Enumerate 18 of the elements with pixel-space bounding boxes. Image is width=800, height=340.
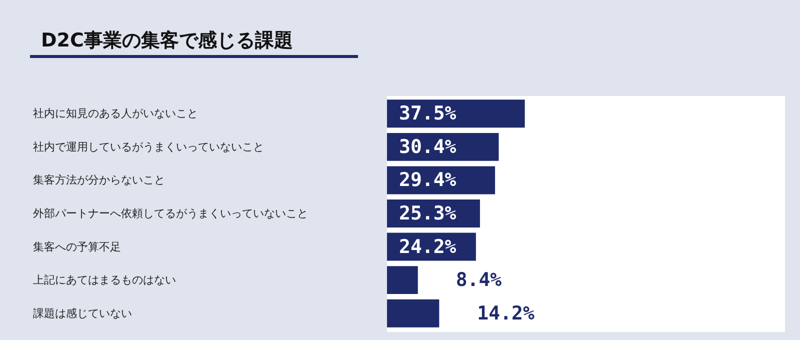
y-tick-label: 集客への予算不足 [33,240,121,254]
data-label: 30.4% [399,136,457,158]
data-label: 24.2% [399,236,457,258]
bar [387,299,440,328]
text: D2C事業の集客で感じる課題 [41,30,293,52]
data-label: 37.5% [399,102,457,125]
y-tick-label: 課題は感じていない [33,306,132,320]
y-tick-label: 集客方法が分からないこと [33,174,165,187]
bar [387,266,418,294]
data-label: 14.2% [477,302,535,324]
data-label: 25.3% [399,202,457,224]
y-tick-label: 社内に知見のある人がいないこと [33,107,198,120]
y-tick-label: 上記にあてはまるものはない [33,274,176,287]
data-label: 29.4% [399,169,457,192]
y-tick-label: 外部パートナーへ依頼してるがうまくいっていないこと [33,207,308,220]
data-label: 8.4% [456,269,502,292]
y-tick-label: 社内で運用しているがうまくいっていないこと [33,140,264,154]
bar [387,100,525,128]
